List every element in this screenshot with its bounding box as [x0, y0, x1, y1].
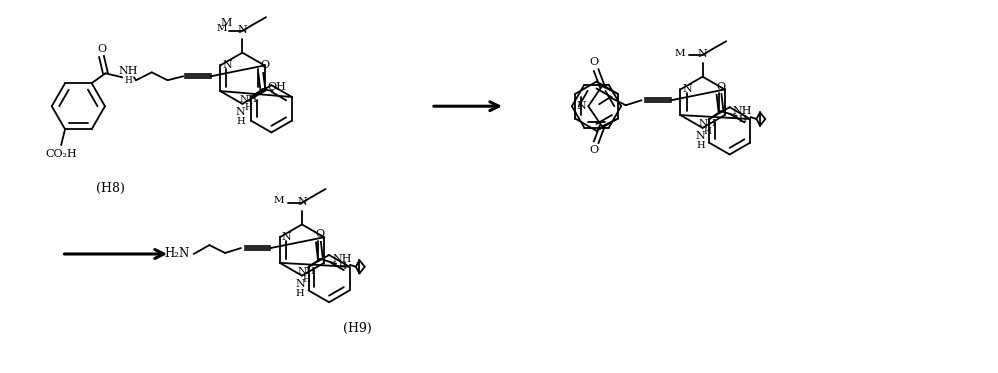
- Text: M: M: [217, 25, 227, 34]
- Text: NH: NH: [699, 119, 717, 128]
- Text: N: N: [281, 232, 291, 242]
- Text: NH: NH: [240, 95, 257, 104]
- Text: N: N: [238, 25, 248, 35]
- Text: O: O: [97, 44, 106, 54]
- Text: H: H: [697, 141, 705, 150]
- Text: O: O: [315, 229, 325, 239]
- Text: NH: NH: [332, 254, 352, 264]
- Text: O: O: [590, 145, 599, 155]
- Text: M: M: [274, 196, 284, 205]
- Text: H: H: [295, 289, 304, 298]
- Text: (H8): (H8): [97, 182, 126, 194]
- Text: H: H: [237, 117, 245, 126]
- Text: H: H: [302, 275, 310, 284]
- Text: N: N: [696, 131, 706, 141]
- Text: H: H: [704, 127, 712, 136]
- Text: CO₂H: CO₂H: [45, 149, 77, 159]
- Text: H: H: [338, 262, 346, 271]
- Text: O: O: [717, 82, 726, 91]
- Text: NH: NH: [297, 267, 315, 276]
- Text: N: N: [295, 279, 304, 289]
- Text: NH: NH: [119, 66, 138, 76]
- Text: M: M: [221, 18, 233, 28]
- Text: H: H: [739, 115, 747, 123]
- Text: OH: OH: [267, 82, 286, 92]
- Text: M: M: [675, 48, 686, 57]
- Text: O: O: [260, 60, 269, 70]
- Text: (H9): (H9): [342, 322, 371, 335]
- Text: N: N: [297, 197, 306, 207]
- Text: NH: NH: [733, 106, 752, 116]
- Text: H: H: [124, 76, 132, 85]
- Text: H: H: [245, 103, 252, 112]
- Text: N: N: [223, 60, 232, 70]
- Text: N: N: [698, 49, 708, 59]
- Text: N: N: [577, 101, 586, 111]
- Text: H₂N: H₂N: [165, 247, 190, 260]
- Text: N: N: [236, 107, 246, 117]
- Text: N: N: [683, 84, 693, 94]
- Text: O: O: [590, 57, 599, 68]
